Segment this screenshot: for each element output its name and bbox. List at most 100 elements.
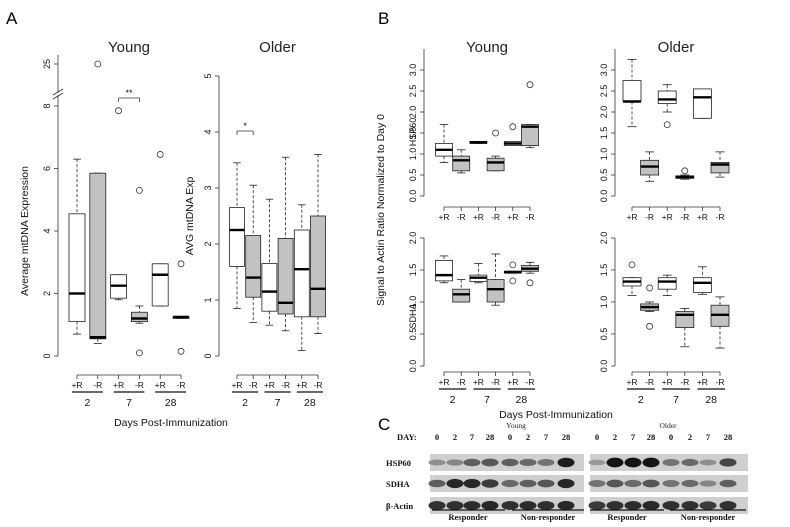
blot-band [463, 458, 481, 467]
blot-day-young: 2 [526, 432, 530, 442]
a-older-box-5 [310, 153, 326, 335]
blot-day-young: 2 [453, 432, 457, 442]
blot-band [662, 480, 680, 487]
b-young-hsp60-ytick-label: 3.0 [408, 64, 418, 77]
blot-band [537, 479, 555, 488]
blot-band [662, 459, 680, 466]
blot-band [557, 478, 575, 489]
outlier-point [628, 261, 636, 269]
b-older-hsp60-xtick-label: +R [697, 212, 708, 222]
b-young-hsp60-xtick-label: -R [526, 212, 535, 222]
chart-b-older-hsp60: Older 0.0 0.5 1.0 1.5 2.0 2.5 3.0 +R -R +R -R +R -R [599, 39, 730, 222]
blot-responder-label: Responder [607, 512, 646, 522]
b-young-sdha-box-2 [469, 263, 488, 284]
b-older-hsp60-box-5 [710, 151, 730, 178]
b-older-sdha-box-3 [675, 307, 695, 348]
b-young-sdha-group-label: 28 [516, 394, 528, 406]
b-young-hsp60-xtick-label: -R [457, 212, 466, 222]
blot-band [719, 501, 737, 510]
outlier-point [135, 349, 143, 357]
b-young-sdha-ytick-label: 1.5 [408, 264, 418, 277]
blot-band [446, 459, 464, 466]
b-young-sdha-box-1 [452, 279, 471, 303]
blot-band [606, 501, 624, 510]
b-young-sdha-xtick-label: +R [473, 377, 484, 387]
blot-band [588, 459, 606, 466]
outlier-point [509, 261, 517, 269]
blot-band [606, 479, 624, 488]
b-older-sdha-xtick-label: +R [626, 377, 637, 387]
blot-band [519, 458, 537, 467]
a-older-group-label: 2 [242, 397, 248, 409]
b-young-hsp60-box-5 [521, 81, 539, 149]
a-young-ytick-label: 25 [42, 59, 52, 69]
panel-letter-b: B [378, 9, 389, 28]
box-iqr [277, 237, 294, 315]
b-older-hsp60-box-3 [675, 167, 695, 180]
blot-band [463, 478, 481, 489]
b-older-hsp60-ytick-label: 0.0 [599, 190, 609, 203]
blot-band [446, 501, 464, 510]
a-young-box-1 [89, 60, 107, 344]
blot-band [606, 457, 624, 468]
b-older-hsp60-ytick-label: 0.5 [599, 169, 609, 182]
box-iqr [622, 80, 642, 102]
a-older-box-4 [293, 204, 310, 351]
b-young-sdha-box-3 [486, 253, 505, 306]
b-young-hsp60-ytick-label: 2.5 [408, 85, 418, 98]
b-young-hsp60-box-3 [486, 129, 505, 172]
outlier-point [646, 284, 653, 292]
a-young-sig-label: ** [125, 88, 133, 98]
b-young-hsp60-row-label: HSP60 [408, 118, 418, 147]
b-older-sdha-xtick-label: +R [697, 377, 708, 387]
b-older-sdha-group-label: 2 [638, 394, 644, 406]
a-young-ytick-label: 0 [42, 353, 52, 358]
blot-day-young: 28 [562, 432, 571, 442]
b-young-hsp60-title: Young [466, 39, 508, 56]
box-iqr [657, 90, 677, 104]
b-older-hsp60-xtick-label: -R [645, 212, 654, 222]
blot-row-label: β-Actin [386, 501, 413, 511]
box-iqr [293, 229, 310, 318]
box-iqr [229, 207, 245, 267]
blot-band [588, 501, 606, 510]
outlier-point [526, 279, 534, 287]
chart-b-young-hsp60: Young HSP60 0.0 0.5 1.0 1.5 2.0 2.5 3.0 +R -R +R -R +… [408, 39, 539, 222]
b-older-hsp60-xtick-label: +R [626, 212, 637, 222]
xlabel-a: Days Post-Immunization [114, 417, 228, 429]
outlier-point [115, 107, 122, 115]
blot-day-older: 0 [669, 432, 673, 442]
blot-band [681, 479, 699, 488]
blot-band [428, 479, 446, 488]
b-older-hsp60-box-0 [622, 59, 642, 128]
b-young-sdha-box-0 [435, 255, 453, 284]
box-iqr [710, 161, 730, 174]
box-iqr [486, 279, 505, 303]
blot-day-label: DAY: [397, 432, 417, 442]
b-young-sdha-ytick-label: 2.0 [408, 232, 418, 245]
box-iqr [693, 88, 712, 119]
b-young-sdha-xtick-label: +R [507, 377, 518, 387]
blot-band [662, 501, 680, 510]
a-older-box-0 [229, 162, 245, 309]
outlier-point [646, 322, 653, 330]
a-young-box-4 [151, 151, 169, 307]
box-iqr [68, 213, 86, 323]
blot-young-label: Young [506, 421, 526, 430]
b-young-hsp60-ytick-label: 0.5 [408, 169, 418, 182]
b-older-hsp60-box-2 [657, 84, 677, 128]
blot-older-label: Older [659, 421, 677, 430]
blot-band [642, 500, 660, 511]
a-young-box-5 [172, 260, 190, 355]
a-young-xtick-label: -R [93, 380, 102, 390]
b-older-sdha-box-2 [657, 274, 677, 297]
a-older-xtick-label: +R [296, 380, 307, 390]
blot-band [428, 501, 446, 510]
b-young-hsp60-ytick-label: 0.0 [408, 190, 418, 203]
b-older-hsp60-xtick-label: +R [662, 212, 673, 222]
blot-band [624, 479, 642, 488]
blot-band [537, 501, 555, 510]
b-older-sdha-box-0 [622, 261, 642, 297]
a-young-ytick-label: 8 [42, 103, 52, 108]
b-older-sdha-xtick-label: +R [662, 377, 673, 387]
